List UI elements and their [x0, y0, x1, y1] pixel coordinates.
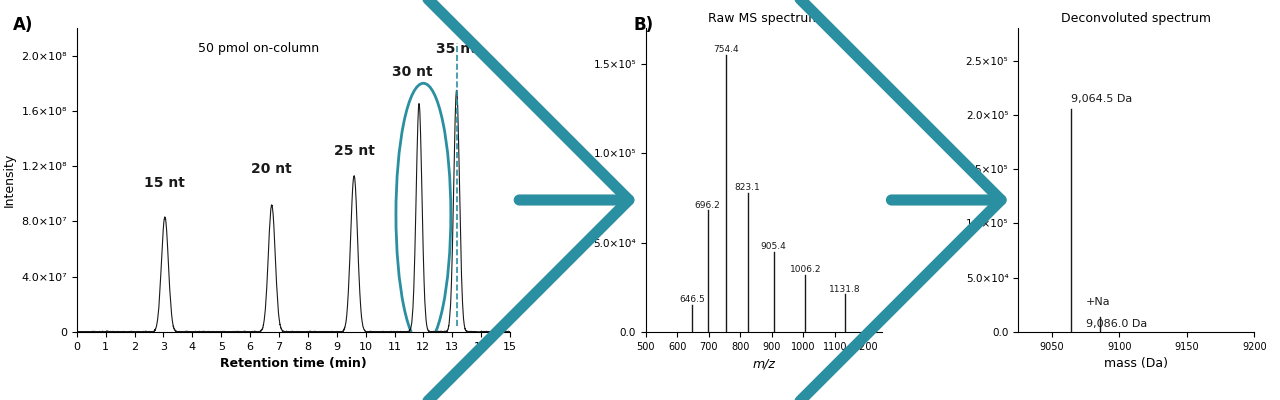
Text: 35 nt: 35 nt: [436, 42, 477, 56]
Text: 754.4: 754.4: [713, 45, 739, 54]
Text: 15 nt: 15 nt: [145, 176, 186, 190]
Title: Deconvoluted spectrum: Deconvoluted spectrum: [1061, 12, 1211, 26]
Text: +Na: +Na: [1085, 297, 1110, 307]
Text: 50 pmol on-column: 50 pmol on-column: [198, 42, 319, 55]
X-axis label: mass (Da): mass (Da): [1105, 357, 1169, 370]
X-axis label: Retention time (min): Retention time (min): [220, 357, 367, 370]
Title: Raw MS spectrum: Raw MS spectrum: [708, 12, 820, 26]
Text: 9,086.0 Da: 9,086.0 Da: [1085, 318, 1147, 328]
X-axis label: m/z: m/z: [753, 357, 776, 370]
Text: 9,064.5 Da: 9,064.5 Da: [1071, 94, 1133, 104]
Text: A): A): [13, 16, 33, 34]
Text: 646.5: 646.5: [680, 296, 705, 304]
Y-axis label: Intensity: Intensity: [3, 153, 15, 207]
Text: 25 nt: 25 nt: [334, 144, 375, 158]
Text: B): B): [634, 16, 653, 34]
Text: 905.4: 905.4: [760, 242, 786, 251]
Text: 823.1: 823.1: [735, 183, 760, 192]
Text: 30 nt: 30 nt: [392, 65, 433, 79]
Text: 1006.2: 1006.2: [790, 265, 822, 274]
Text: 20 nt: 20 nt: [251, 162, 292, 176]
Text: 1131.8: 1131.8: [829, 285, 860, 294]
Text: 696.2: 696.2: [695, 201, 721, 210]
